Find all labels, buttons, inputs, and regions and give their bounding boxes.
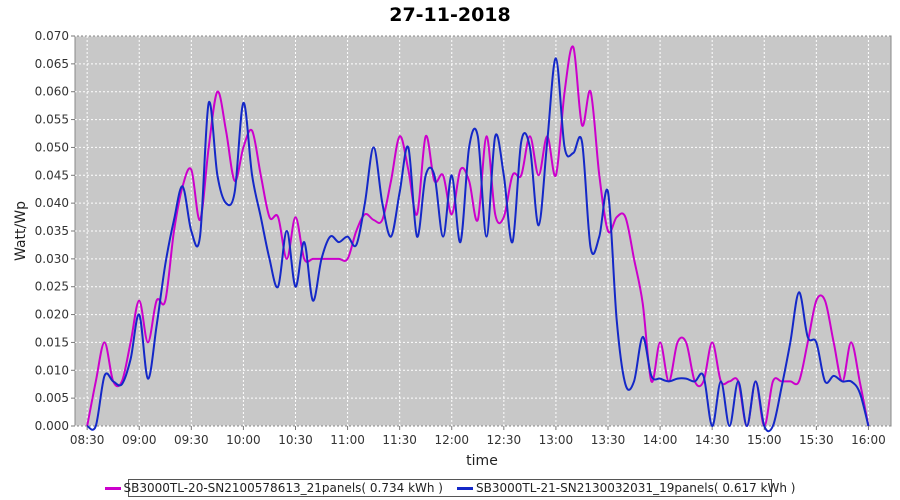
chart-title: 27-11-2018 xyxy=(389,4,511,26)
legend-swatch-series-1 xyxy=(104,486,121,490)
line-chart: 27-11-2018 0.000 0.005 0.010 0.015 0.020 0.02… xyxy=(13,4,892,469)
y-tick-label: 0.025 xyxy=(35,280,69,294)
x-tick-label: 12:00 xyxy=(434,433,469,447)
y-tick-label: 0.040 xyxy=(35,196,69,210)
y-tick-label: 0.045 xyxy=(35,168,69,182)
y-tick-label: 0.015 xyxy=(35,335,69,349)
x-tick-label: 11:30 xyxy=(382,433,417,447)
legend: SB3000TL-20-SN2100578613_21panels( 0.734… xyxy=(104,479,795,497)
x-tick-label: 15:30 xyxy=(799,433,834,447)
x-tick-label: 09:00 xyxy=(122,433,157,447)
legend-swatch-series-2 xyxy=(457,486,473,490)
x-tick-label: 11:00 xyxy=(330,433,365,447)
y-tick-label: 0.065 xyxy=(35,57,69,71)
x-tick-label: 16:00 xyxy=(851,433,886,447)
y-tick-label: 0.055 xyxy=(35,113,69,127)
x-axis: 08:30 09:00 09:30 10:00 10:30 11:00 11:30 12:00… xyxy=(70,426,886,447)
y-tick-label: 0.035 xyxy=(35,224,69,238)
x-tick-label: 13:30 xyxy=(591,433,626,447)
x-tick-label: 14:30 xyxy=(695,433,730,447)
y-tick-label: 0.030 xyxy=(35,252,69,266)
y-tick-label: 0.010 xyxy=(35,363,69,377)
legend-item-series-2: SB3000TL-21-SN2130032031_19panels( 0.617… xyxy=(457,481,795,495)
x-tick-label: 10:00 xyxy=(226,433,261,447)
x-tick-label: 14:00 xyxy=(643,433,678,447)
y-tick-label: 0.060 xyxy=(35,85,69,99)
x-tick-label: 10:30 xyxy=(278,433,313,447)
y-axis: 0.000 0.005 0.010 0.015 0.020 0.025 0.030 0.035… xyxy=(35,29,75,433)
y-tick-label: 0.000 xyxy=(35,419,69,433)
y-tick-label: 0.050 xyxy=(35,140,69,154)
x-tick-label: 09:30 xyxy=(174,433,209,447)
series-line-2 xyxy=(86,57,870,433)
x-axis-label: time xyxy=(466,453,498,469)
y-tick-label: 0.070 xyxy=(35,29,69,43)
x-tick-label: 12:30 xyxy=(487,433,522,447)
legend-label-series-1: SB3000TL-20-SN2100578613_21panels( 0.734… xyxy=(123,481,443,495)
y-tick-label: 0.005 xyxy=(35,391,69,405)
legend-item-series-1: SB3000TL-20-SN2100578613_21panels( 0.734… xyxy=(104,481,443,495)
series-layer xyxy=(86,45,870,433)
x-tick-label: 13:00 xyxy=(539,433,574,447)
legend-label-series-2: SB3000TL-21-SN2130032031_19panels( 0.617… xyxy=(476,481,796,495)
series-line-1 xyxy=(86,45,870,427)
x-tick-label: 08:30 xyxy=(70,433,105,447)
x-tick-label: 15:00 xyxy=(747,433,782,447)
y-axis-label: Watt/Wp xyxy=(13,201,29,261)
y-tick-label: 0.020 xyxy=(35,308,69,322)
